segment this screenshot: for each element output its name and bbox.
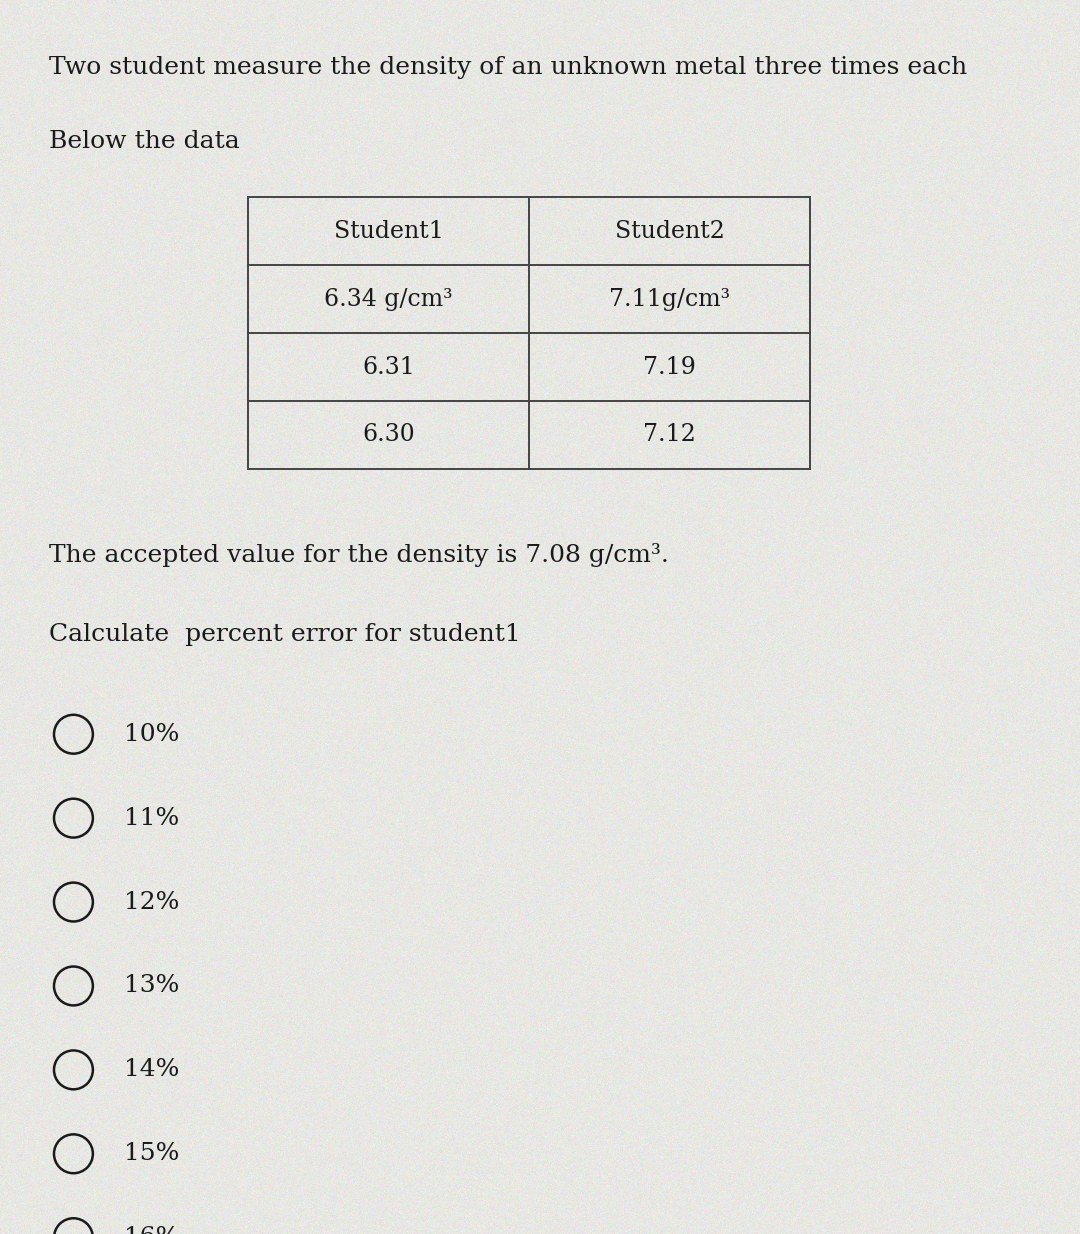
Text: 6.31: 6.31 [363, 355, 415, 379]
Text: 16%: 16% [124, 1227, 179, 1234]
Text: Two student measure the density of an unknown metal three times each: Two student measure the density of an un… [49, 56, 967, 79]
Text: 10%: 10% [124, 723, 179, 745]
Text: Below the data: Below the data [49, 130, 240, 153]
Text: 11%: 11% [124, 807, 179, 829]
Bar [248, 197, 810, 469]
Text: 12%: 12% [124, 891, 179, 913]
Text: The accepted value for the density is 7.08 g/cm³.: The accepted value for the density is 7.… [49, 543, 669, 566]
Text: Calculate  percent error for student1: Calculate percent error for student1 [49, 623, 521, 647]
Text: 6.30: 6.30 [363, 423, 415, 447]
Text: 6.34 g/cm³: 6.34 g/cm³ [324, 288, 454, 311]
Text: Student1: Student1 [334, 220, 444, 243]
Text: 7.12: 7.12 [644, 423, 696, 447]
Text: Student2: Student2 [615, 220, 725, 243]
Text: 15%: 15% [124, 1143, 179, 1165]
Text: 14%: 14% [124, 1059, 179, 1081]
Text: 13%: 13% [124, 975, 179, 997]
Text: 7.11g/cm³: 7.11g/cm³ [609, 288, 730, 311]
Text: 7.19: 7.19 [644, 355, 696, 379]
